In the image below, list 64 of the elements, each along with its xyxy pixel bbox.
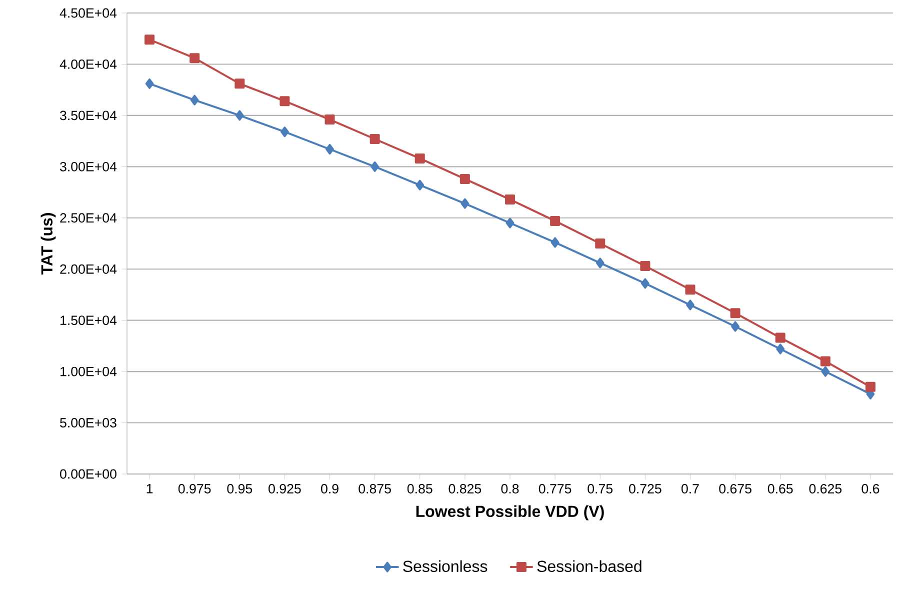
point — [190, 94, 199, 106]
x-tick-label: 0.75 — [588, 484, 613, 494]
x-tick-label: 0.975 — [178, 484, 211, 494]
x-tick-label: 0.725 — [629, 484, 662, 494]
point — [280, 96, 290, 106]
point — [775, 332, 786, 343]
x-tick-label: 0.675 — [719, 484, 752, 494]
x-tick-label: 0.825 — [448, 484, 482, 494]
x-tick-label: 0.7 — [681, 484, 699, 494]
y-tick-label: 2.50E+04 — [60, 213, 117, 223]
legend-label: Session-based — [537, 560, 642, 572]
point — [460, 198, 470, 209]
point — [280, 126, 289, 138]
point — [416, 180, 424, 190]
x-axis-title: Lowest Possible VDD (V) — [416, 505, 604, 520]
point — [324, 114, 335, 125]
point — [685, 284, 696, 295]
y-tick-label: 4.00E+04 — [60, 60, 117, 69]
x-tick-label: 0.6 — [862, 484, 880, 494]
y-tick-label: 3.00E+04 — [60, 162, 117, 172]
point — [731, 321, 740, 332]
point — [640, 261, 650, 272]
point — [235, 110, 244, 121]
x-tick-label: 0.9 — [321, 484, 338, 494]
point — [326, 144, 334, 155]
point — [865, 382, 876, 392]
point — [821, 366, 830, 377]
point — [414, 153, 425, 164]
point — [550, 237, 560, 248]
y-tick-label: 0.00E+00 — [60, 469, 116, 479]
point — [730, 308, 740, 318]
x-tick-label: 0.925 — [268, 484, 301, 494]
point — [820, 356, 830, 366]
point — [190, 53, 200, 64]
x-tick-label: 0.875 — [358, 484, 391, 494]
x-tick-label: 0.625 — [809, 484, 842, 494]
y-tick-label: 2.00E+04 — [60, 264, 117, 274]
point — [640, 278, 650, 289]
y-tick-label: 5.00E+03 — [60, 418, 116, 428]
y-axis-title: TAT (us) — [40, 213, 56, 275]
point — [596, 258, 604, 268]
y-tick-label: 1.00E+04 — [60, 366, 117, 376]
point — [506, 218, 514, 228]
legend-label: Sessionless — [403, 560, 488, 572]
y-tick-label: 1.50E+04 — [60, 316, 117, 326]
point — [234, 78, 245, 89]
point — [370, 161, 380, 172]
point — [686, 300, 694, 310]
point — [595, 238, 606, 248]
point — [370, 134, 380, 144]
x-tick-label: 0.8 — [501, 484, 519, 494]
point — [460, 174, 470, 184]
x-tick-label: 0.775 — [538, 484, 572, 494]
point — [144, 34, 155, 45]
point — [550, 216, 560, 226]
y-tick-label: 3.50E+04 — [60, 110, 117, 120]
point — [776, 344, 785, 354]
point — [145, 78, 154, 89]
x-tick-label: 0.65 — [768, 484, 793, 494]
x-tick-label: 0.95 — [227, 484, 252, 494]
x-tick-label: 1 — [146, 484, 153, 494]
x-tick-label: 0.85 — [407, 484, 432, 494]
y-tick-label: 4.50E+04 — [60, 8, 117, 18]
point — [505, 194, 515, 204]
